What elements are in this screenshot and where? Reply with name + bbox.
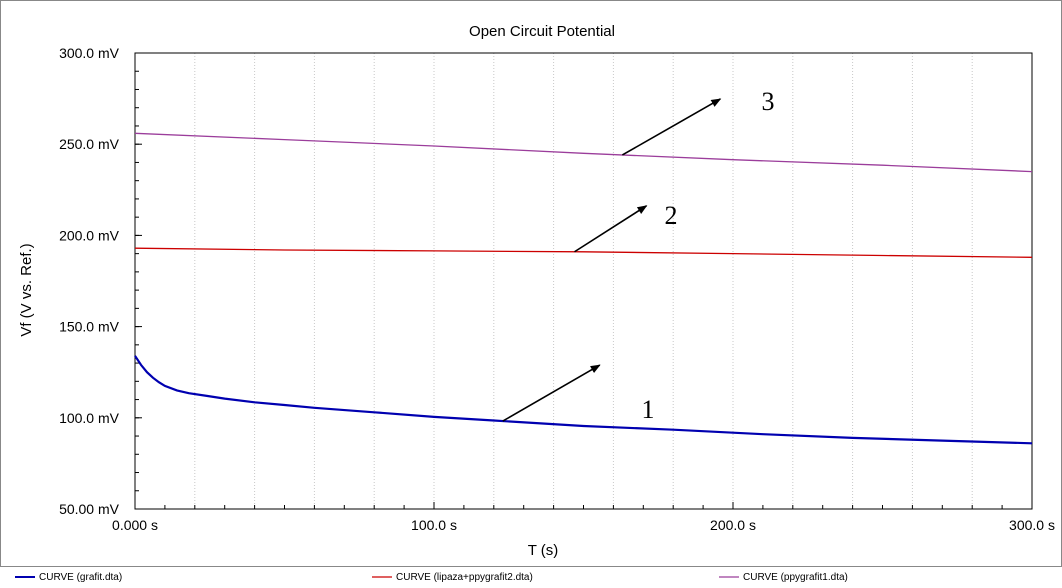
annotation-arrow-1 [502,364,601,422]
y-tick-label: 200.0 mV [59,227,120,243]
series-line-3 [134,132,1033,173]
legend-label-2: CURVE (lipaza+ppygrafit2.dta) [396,572,533,583]
legend-label-1: CURVE (grafit.dta) [39,572,122,583]
annotation-label-1: 1 [642,395,655,424]
x-tick-label: 300.0 s [1009,517,1055,533]
y-tick-label: 100.0 mV [59,410,120,426]
series-line-2 [134,247,1033,258]
y-tick-label: 300.0 mV [59,45,120,61]
legend-label-3: CURVE (ppygrafit1.dta) [743,572,848,583]
annotation-label-2: 2 [665,201,678,230]
legend: CURVE (grafit.dta) CURVE (lipaza+ppygrafi… [15,572,848,583]
x-tick-label: 100.0 s [411,517,457,533]
annotation-label-3: 3 [762,87,775,116]
series-line-1 [134,355,1033,445]
x-tick-label: 200.0 s [710,517,756,533]
annotation-arrow-2 [574,205,648,253]
chart-title: Open Circuit Potential [469,23,615,40]
y-axis-label: Vf (V vs. Ref.) [18,243,35,336]
y-tick-label: 150.0 mV [59,319,120,335]
annotation-arrow-3 [621,98,722,156]
y-tick-label: 250.0 mV [59,136,120,152]
x-axis-label: T (s) [528,542,559,559]
y-tick-label: 50.00 mV [59,501,120,517]
x-tick-label: 0.000 s [112,517,158,533]
outer-frame [0,0,1062,567]
